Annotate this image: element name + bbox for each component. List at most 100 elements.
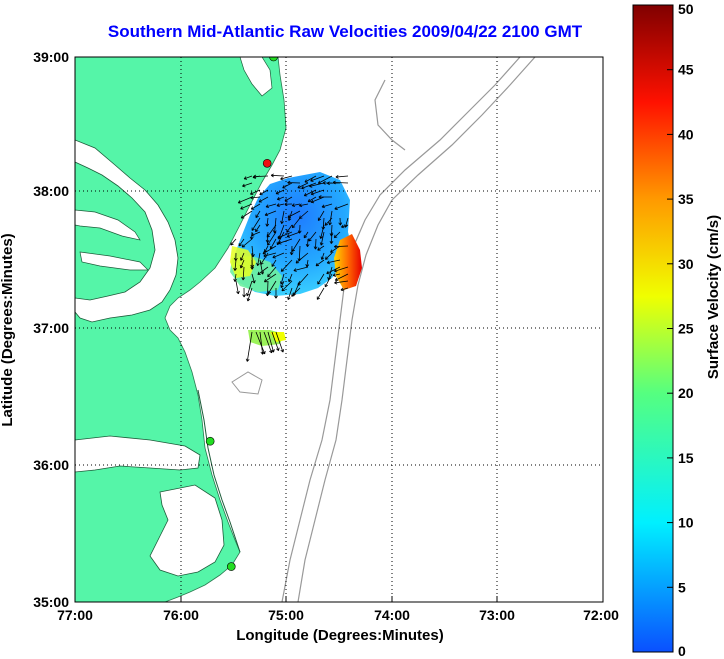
velocity-vector [298, 203, 309, 208]
velocity-vector [284, 202, 293, 207]
velocity-vector [328, 210, 333, 226]
velocity-vector [246, 280, 253, 297]
velocity-vector [340, 287, 349, 292]
velocity-vector [332, 273, 341, 277]
radar-station-marker [205, 436, 215, 446]
y-tick-label: 36:00 [33, 457, 69, 473]
velocity-vector [255, 224, 261, 233]
velocity-vector [317, 210, 325, 221]
colorbar-tick-label: 25 [678, 321, 694, 337]
colorbar-tick-label: 0 [678, 643, 686, 659]
colorbar [632, 4, 674, 653]
y-tick-label: 38:00 [33, 183, 69, 199]
velocity-vector [287, 210, 301, 218]
velocity-vector [264, 245, 269, 253]
velocity-vector [250, 231, 261, 237]
x-tick-label: 73:00 [479, 607, 515, 623]
velocity-vector [274, 287, 278, 299]
velocity-vector [318, 195, 333, 199]
velocity-vector [272, 252, 285, 259]
velocity-vector [313, 238, 318, 250]
velocity-vector [263, 273, 277, 283]
velocity-vector [317, 245, 325, 251]
bathymetry-contour-3 [374, 79, 406, 151]
velocity-vector [255, 210, 261, 219]
y-axis-label: Latitude (Degrees:Minutes) [0, 233, 16, 426]
velocity-vector [310, 175, 325, 182]
velocity-vector [321, 203, 333, 209]
velocity-vector [277, 231, 293, 239]
radar-station-marker [269, 57, 278, 62]
colorbar-tick-label: 30 [678, 256, 694, 272]
velocity-vector [324, 252, 333, 260]
x-tick-label: 72:00 [583, 607, 619, 623]
velocity-vector [253, 174, 269, 179]
velocity-vector [297, 273, 309, 286]
velocity-vector [308, 231, 317, 242]
bathymetry-contour-4 [231, 371, 263, 395]
velocity-vector [341, 224, 349, 229]
grid-lines [75, 57, 603, 602]
velocity-vector [334, 266, 349, 273]
velocity-vector [259, 189, 269, 196]
hf-radar-stations [205, 57, 278, 571]
velocity-vector [295, 252, 309, 264]
velocity-vector [258, 196, 269, 203]
velocity-vector [281, 280, 293, 292]
x-tick-label: 74:00 [374, 607, 410, 623]
velocity-vector [297, 182, 309, 189]
y-tick-label: 35:00 [33, 594, 69, 610]
chesapeake-bay [75, 139, 179, 323]
velocity-vector [291, 287, 301, 297]
velocity-vector [266, 224, 277, 238]
velocity-vector [338, 217, 343, 226]
potomac-river [75, 209, 141, 241]
velocity-vector [279, 273, 285, 285]
velocity-vector [332, 180, 349, 185]
velocity-vector [250, 195, 261, 200]
colorbar-tick-label: 35 [678, 191, 694, 207]
x-tick-label: 76:00 [163, 607, 199, 623]
velocity-vector [293, 266, 309, 272]
velocity-vector [275, 189, 285, 195]
velocity-vector [276, 203, 285, 207]
velocity-vector [334, 273, 349, 282]
velocity-vector [335, 174, 349, 179]
velocity-vector [333, 244, 349, 249]
velocity-vector [334, 280, 349, 285]
velocity-vector [241, 266, 246, 281]
velocity-vector [250, 189, 261, 196]
map-title: Southern Mid-Atlantic Raw Velocities 200… [107, 22, 583, 41]
velocity-vector [309, 182, 325, 188]
velocity-vector [315, 259, 325, 267]
velocity-vector [267, 331, 275, 353]
y-tick-label: 39:00 [33, 49, 69, 65]
velocity-vector [326, 259, 341, 265]
velocity-vector [334, 203, 349, 210]
colorbar-tick-label: 20 [678, 385, 694, 401]
velocity-vector [288, 273, 293, 283]
velocity-vector [267, 266, 277, 278]
colorbar-label: Surface Velocity (cm/s) [705, 215, 722, 379]
velocity-vector [265, 217, 270, 227]
velocity-vector [270, 173, 285, 178]
velocity-vectors [230, 173, 349, 362]
velocity-vector [240, 210, 253, 219]
velocity-vector [317, 273, 325, 285]
velocity-vector [233, 259, 238, 271]
velocity-vector [235, 280, 240, 295]
velocity-vector [239, 259, 245, 269]
pamlico-sound [149, 484, 225, 577]
velocity-vector [275, 331, 285, 353]
y-tick-label: 37:00 [33, 320, 69, 336]
velocity-vector [256, 252, 261, 266]
radar-station-marker [226, 562, 236, 571]
velocity-vector [240, 252, 245, 261]
velocity-vector [250, 203, 261, 210]
velocity-vector [324, 217, 333, 226]
velocity-vector [286, 224, 293, 233]
velocity-vector [271, 259, 277, 267]
x-axis-label: Longitude (Degrees:Minutes) [236, 627, 444, 644]
velocity-vector [303, 189, 317, 197]
